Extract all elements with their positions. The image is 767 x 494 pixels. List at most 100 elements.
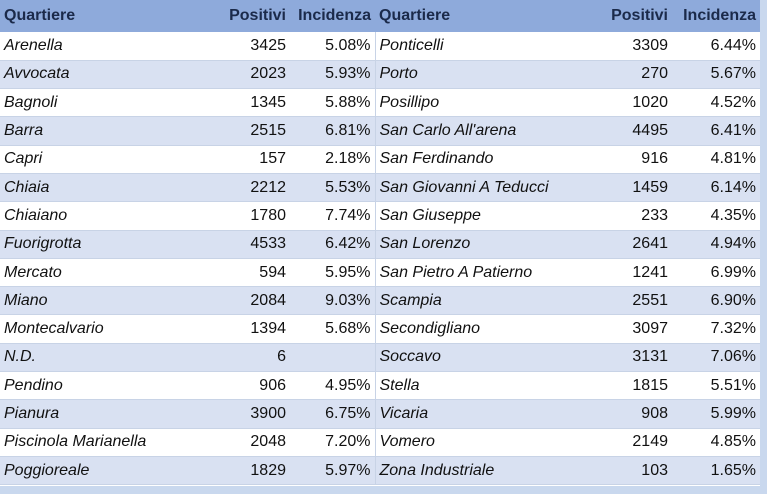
value-cell: 6.14% xyxy=(672,173,760,203)
district-cell: San Giovanni A Teducci xyxy=(375,173,582,203)
value-cell: 4.81% xyxy=(672,145,760,174)
table-row: Pendino 906 4.95% Stella 1815 5.51% xyxy=(0,371,760,401)
column-header: Incidenza xyxy=(290,0,375,32)
district-cell: San Ferdinando xyxy=(375,145,582,174)
value-cell: 1.65% xyxy=(672,456,760,486)
value-cell: 1459 xyxy=(582,173,672,203)
value-cell: 5.08% xyxy=(290,32,376,61)
district-cell: Secondigliano xyxy=(375,314,582,344)
value-cell: 908 xyxy=(582,399,672,429)
district-cell: Chiaia xyxy=(0,173,192,203)
district-cell: Poggioreale xyxy=(0,456,192,486)
district-cell: San Carlo All'arena xyxy=(375,116,582,146)
column-header: Positivi xyxy=(582,0,672,32)
district-cell: Zona Industriale xyxy=(375,456,582,486)
value-cell: 4495 xyxy=(582,116,672,146)
table-row: Chiaiano 1780 7.74% San Giuseppe 233 4.35% xyxy=(0,201,760,231)
value-cell: 3309 xyxy=(582,32,672,61)
value-cell: 5.67% xyxy=(672,60,760,90)
value-cell: 5.51% xyxy=(672,371,760,401)
district-cell: Mercato xyxy=(0,258,192,288)
value-cell: 2551 xyxy=(582,286,672,316)
value-cell: 4.85% xyxy=(672,428,760,457)
value-cell: 6 xyxy=(192,343,290,373)
value-cell: 3097 xyxy=(582,314,672,344)
value-cell: 7.20% xyxy=(290,428,376,457)
table-row: Avvocata 2023 5.93% Porto 270 5.67% xyxy=(0,60,760,90)
value-cell: 594 xyxy=(192,258,290,288)
value-cell: 2084 xyxy=(192,286,290,316)
value-cell: 1020 xyxy=(582,88,672,118)
value-cell: 270 xyxy=(582,60,672,90)
value-cell: 4.94% xyxy=(672,230,760,259)
value-cell: 6.41% xyxy=(672,116,760,146)
district-cell: Posillipo xyxy=(375,88,582,118)
value-cell: 7.06% xyxy=(672,343,760,373)
value-cell: 1829 xyxy=(192,456,290,486)
district-cell: Chiaiano xyxy=(0,201,192,231)
column-header: Incidenza xyxy=(672,0,760,32)
value-cell: 7.74% xyxy=(290,201,376,231)
table-row: Bagnoli 1345 5.88% Posillipo 1020 4.52% xyxy=(0,88,760,118)
district-cell: San Pietro A Patierno xyxy=(375,258,582,288)
district-cell: Stella xyxy=(375,371,582,401)
district-cell: Vomero xyxy=(375,428,582,457)
header-row: Quartiere Positivi Incidenza Quartiere Posit… xyxy=(0,0,760,32)
district-cell: Porto xyxy=(375,60,582,90)
data-table: Quartiere Positivi Incidenza Quartiere Posit… xyxy=(0,0,760,486)
district-cell: Fuorigrotta xyxy=(0,230,192,259)
value-cell: 2515 xyxy=(192,116,290,146)
value-cell: 2212 xyxy=(192,173,290,203)
district-cell: Bagnoli xyxy=(0,88,192,118)
table-row: Montecalvario 1394 5.68% Secondigliano 3097 7… xyxy=(0,314,760,344)
district-cell: Pendino xyxy=(0,371,192,401)
value-cell: 5.88% xyxy=(290,88,376,118)
value-cell: 6.44% xyxy=(672,32,760,61)
value-cell: 5.99% xyxy=(672,399,760,429)
value-cell: 5.97% xyxy=(290,456,376,486)
table-row: Chiaia 2212 5.53% San Giovanni A Teducci 145… xyxy=(0,173,760,203)
value-cell: 1780 xyxy=(192,201,290,231)
district-cell: Capri xyxy=(0,145,192,174)
value-cell: 6.81% xyxy=(290,116,376,146)
value-cell xyxy=(290,343,376,373)
value-cell: 7.32% xyxy=(672,314,760,344)
value-cell: 6.90% xyxy=(672,286,760,316)
value-cell: 1345 xyxy=(192,88,290,118)
value-cell: 2048 xyxy=(192,428,290,457)
value-cell: 233 xyxy=(582,201,672,231)
table-row: Fuorigrotta 4533 6.42% San Lorenzo 2641 4.94% xyxy=(0,230,760,259)
district-cell: Scampia xyxy=(375,286,582,316)
value-cell: 6.99% xyxy=(672,258,760,288)
table-row: Miano 2084 9.03% Scampia 2551 6.90% xyxy=(0,286,760,316)
value-cell: 4.95% xyxy=(290,371,376,401)
district-cell: Arenella xyxy=(0,32,192,61)
column-header: Positivi xyxy=(192,0,290,32)
value-cell: 906 xyxy=(192,371,290,401)
table-row: Pianura 3900 6.75% Vicaria 908 5.99% xyxy=(0,399,760,429)
value-cell: 4.52% xyxy=(672,88,760,118)
table-row: Capri 157 2.18% San Ferdinando 916 4.81% xyxy=(0,145,760,174)
table-row: Mercato 594 5.95% San Pietro A Patierno 1241… xyxy=(0,258,760,288)
district-cell: N.D. xyxy=(0,343,192,373)
district-cell: Vicaria xyxy=(375,399,582,429)
district-cell: Barra xyxy=(0,116,192,146)
district-cell: Montecalvario xyxy=(0,314,192,344)
district-cell: Piscinola Marianella xyxy=(0,428,192,457)
district-cell: Miano xyxy=(0,286,192,316)
value-cell: 5.93% xyxy=(290,60,376,90)
value-cell: 6.75% xyxy=(290,399,376,429)
value-cell: 916 xyxy=(582,145,672,174)
district-cell: Pianura xyxy=(0,399,192,429)
value-cell: 1815 xyxy=(582,371,672,401)
value-cell: 4.35% xyxy=(672,201,760,231)
district-cell: Soccavo xyxy=(375,343,582,373)
value-cell: 2641 xyxy=(582,230,672,259)
value-cell: 3900 xyxy=(192,399,290,429)
table-row: Poggioreale 1829 5.97% Zona Industriale 103 1… xyxy=(0,456,760,486)
value-cell: 2023 xyxy=(192,60,290,90)
district-cell: Ponticelli xyxy=(375,32,582,61)
table-row: N.D. 6 Soccavo 3131 7.06% xyxy=(0,343,760,373)
value-cell: 3425 xyxy=(192,32,290,61)
